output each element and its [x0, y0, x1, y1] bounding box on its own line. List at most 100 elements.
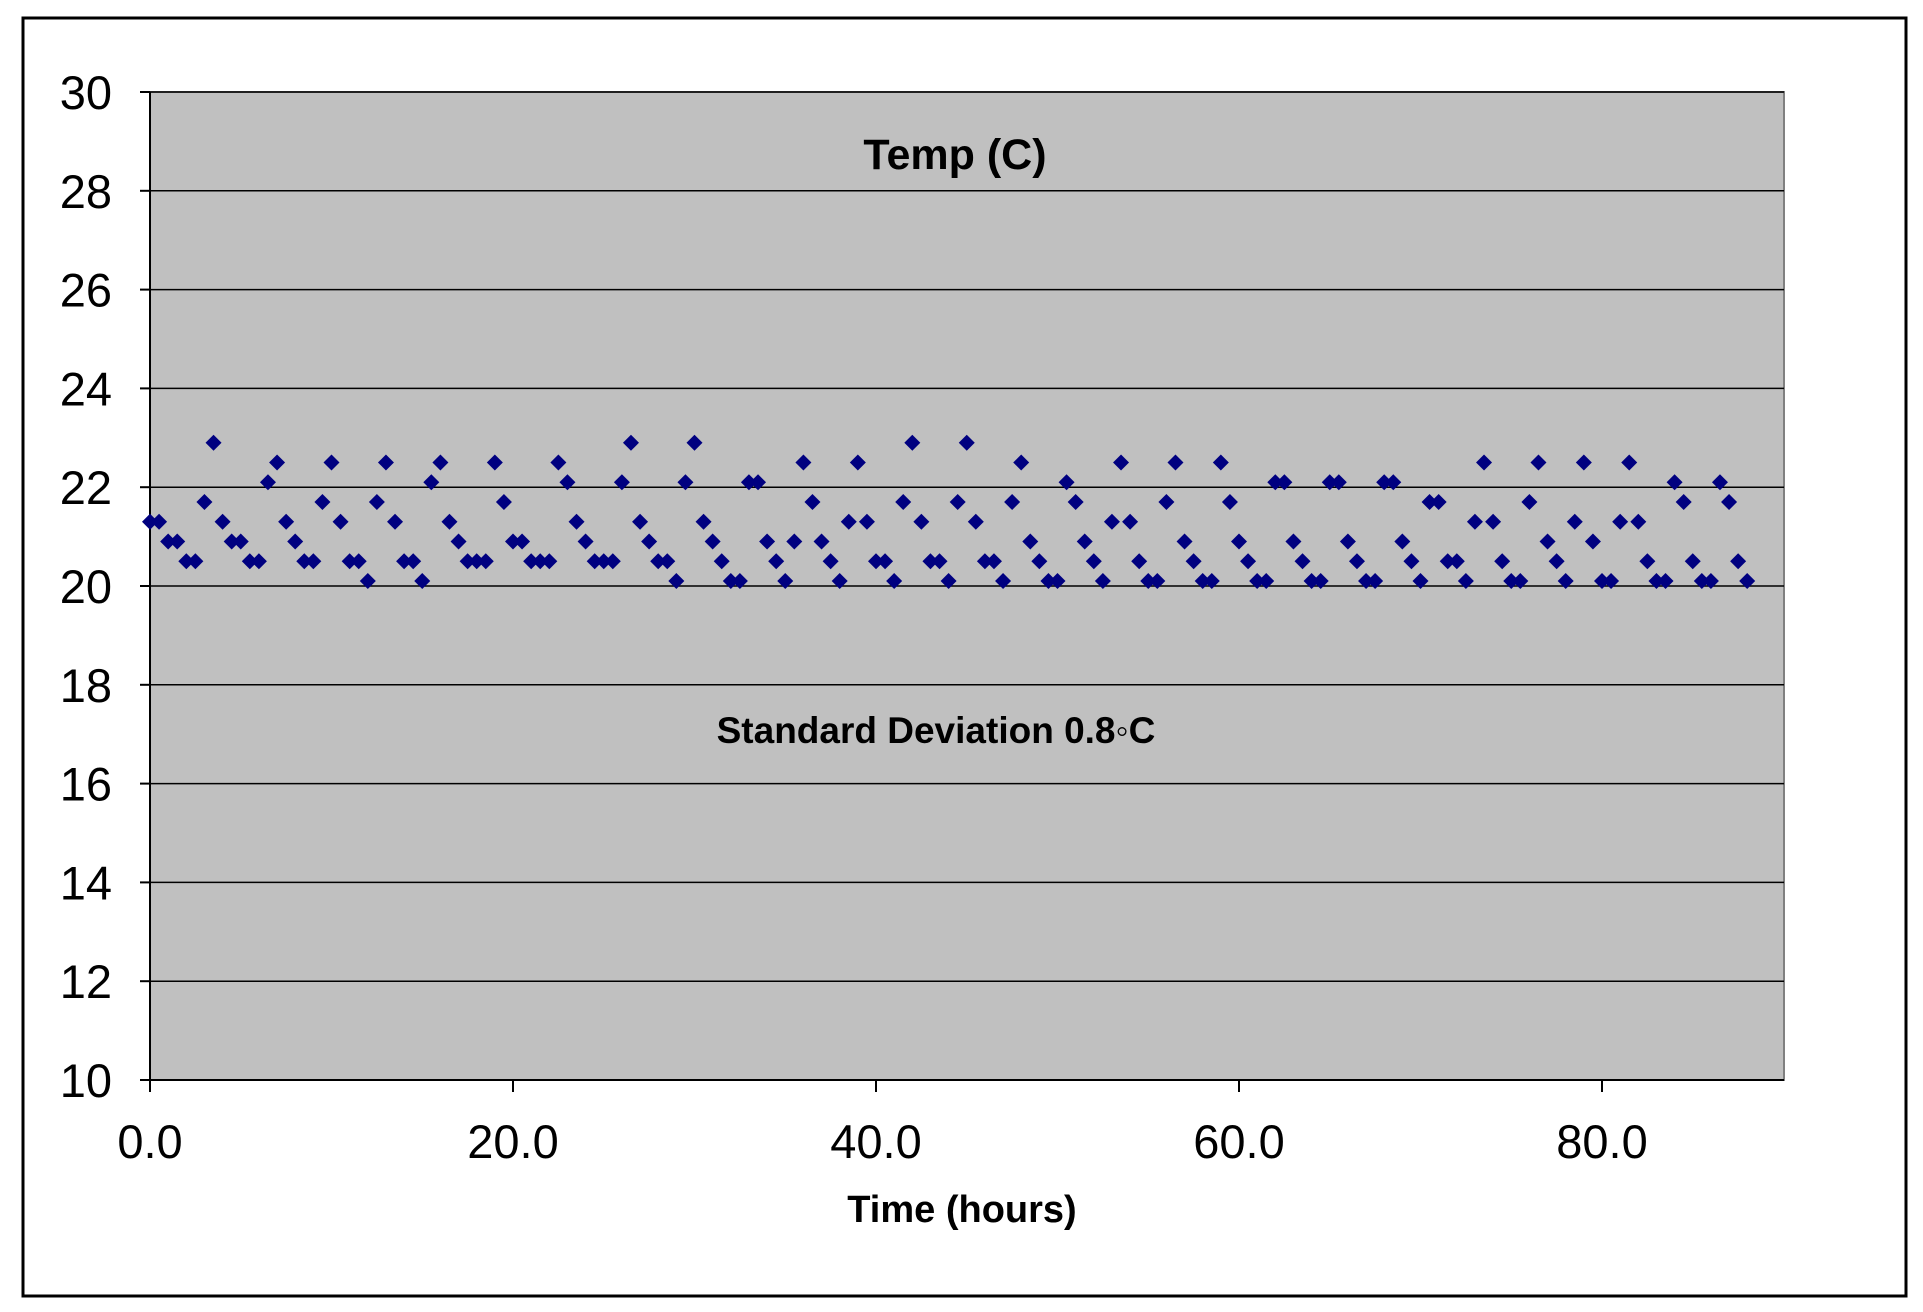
data-point: [169, 533, 186, 550]
data-point: [477, 553, 494, 570]
data-point: [840, 513, 857, 530]
data-point: [523, 553, 540, 570]
data-point: [287, 533, 304, 550]
data-point: [931, 553, 948, 570]
data-point: [1466, 513, 1483, 530]
data-point: [1131, 553, 1148, 570]
data-point: [350, 553, 367, 570]
data-point: [1294, 553, 1311, 570]
data-point: [423, 474, 440, 491]
data-point: [1557, 573, 1574, 590]
data-point: [568, 513, 585, 530]
data-point: [314, 494, 331, 511]
data-point: [1339, 533, 1356, 550]
data-point: [1530, 454, 1547, 471]
data-point: [1330, 474, 1347, 491]
data-point: [1367, 573, 1384, 590]
data-point: [1176, 533, 1193, 550]
data-point: [1494, 553, 1511, 570]
data-point: [214, 513, 231, 530]
data-point: [949, 494, 966, 511]
chart-title: Temp (C): [863, 131, 1046, 179]
data-point: [232, 533, 249, 550]
data-point: [160, 533, 177, 550]
data-point: [1503, 573, 1520, 590]
data-point: [405, 553, 422, 570]
data-point: [1376, 474, 1393, 491]
data-point: [205, 434, 222, 451]
data-point: [1004, 494, 1021, 511]
data-point: [668, 573, 685, 590]
data-point: [577, 533, 594, 550]
data-point: [1612, 513, 1629, 530]
data-point: [1031, 553, 1048, 570]
data-point: [532, 553, 549, 570]
data-point: [849, 454, 866, 471]
data-point: [296, 553, 313, 570]
data-point: [1594, 573, 1610, 590]
data-point: [659, 553, 676, 570]
data-point: [377, 454, 394, 471]
data-point: [1684, 553, 1701, 570]
data-point: [468, 553, 485, 570]
y-tick-label: 20: [60, 560, 112, 613]
data-point: [241, 553, 258, 570]
data-point: [704, 533, 721, 550]
data-point: [1448, 553, 1465, 570]
data-point: [686, 434, 703, 451]
data-point: [1521, 494, 1538, 511]
data-point: [151, 513, 168, 530]
data-point: [1312, 573, 1329, 590]
data-point: [541, 553, 558, 570]
data-point: [1040, 573, 1057, 590]
data-point: [1657, 573, 1674, 590]
data-point: [1194, 573, 1211, 590]
x-axis-ticks: 0.0 20.0 40.0 60.0 80.0: [117, 1080, 1648, 1168]
data-point: [1022, 533, 1039, 550]
data-point: [269, 454, 286, 471]
data-point: [822, 553, 839, 570]
data-point: [1276, 474, 1293, 491]
data-point: [1675, 494, 1692, 511]
data-point: [1267, 474, 1284, 491]
data-point: [777, 573, 794, 590]
data-point: [1085, 553, 1102, 570]
data-point: [641, 533, 658, 550]
data-point: [1113, 454, 1130, 471]
data-point: [976, 553, 993, 570]
data-point: [559, 474, 576, 491]
data-point: [332, 513, 349, 530]
data-point: [1013, 454, 1030, 471]
y-axis-ticks: 10 12 14 16 18 20 22 24 26 28 30: [60, 66, 150, 1107]
y-tick-label: 26: [60, 264, 112, 317]
data-point: [768, 553, 785, 570]
y-tick-label: 24: [60, 362, 112, 415]
data-point: [1721, 494, 1738, 511]
data-point: [1739, 573, 1756, 590]
data-point: [368, 494, 385, 511]
x-tick-label: 40.0: [830, 1115, 921, 1168]
data-point: [459, 553, 476, 570]
data-point: [1385, 474, 1402, 491]
data-point: [1648, 573, 1665, 590]
data-point: [786, 533, 803, 550]
data-point: [1548, 553, 1565, 570]
data-point: [677, 474, 694, 491]
data-point: [1058, 474, 1075, 491]
data-point: [1430, 494, 1447, 511]
data-point: [1566, 513, 1583, 530]
data-point: [187, 553, 204, 570]
data-point: [1702, 573, 1719, 590]
x-tick-label: 0.0: [117, 1115, 182, 1168]
data-point: [740, 474, 757, 491]
data-point: [1167, 454, 1184, 471]
data-point: [1575, 454, 1592, 471]
data-point: [1693, 573, 1710, 590]
y-tick-label: 18: [60, 659, 112, 712]
data-point: [1221, 494, 1238, 511]
data-point: [940, 573, 957, 590]
data-point: [1603, 573, 1620, 590]
data-point: [868, 553, 884, 570]
data-point: [250, 553, 267, 570]
data-point: [323, 454, 340, 471]
